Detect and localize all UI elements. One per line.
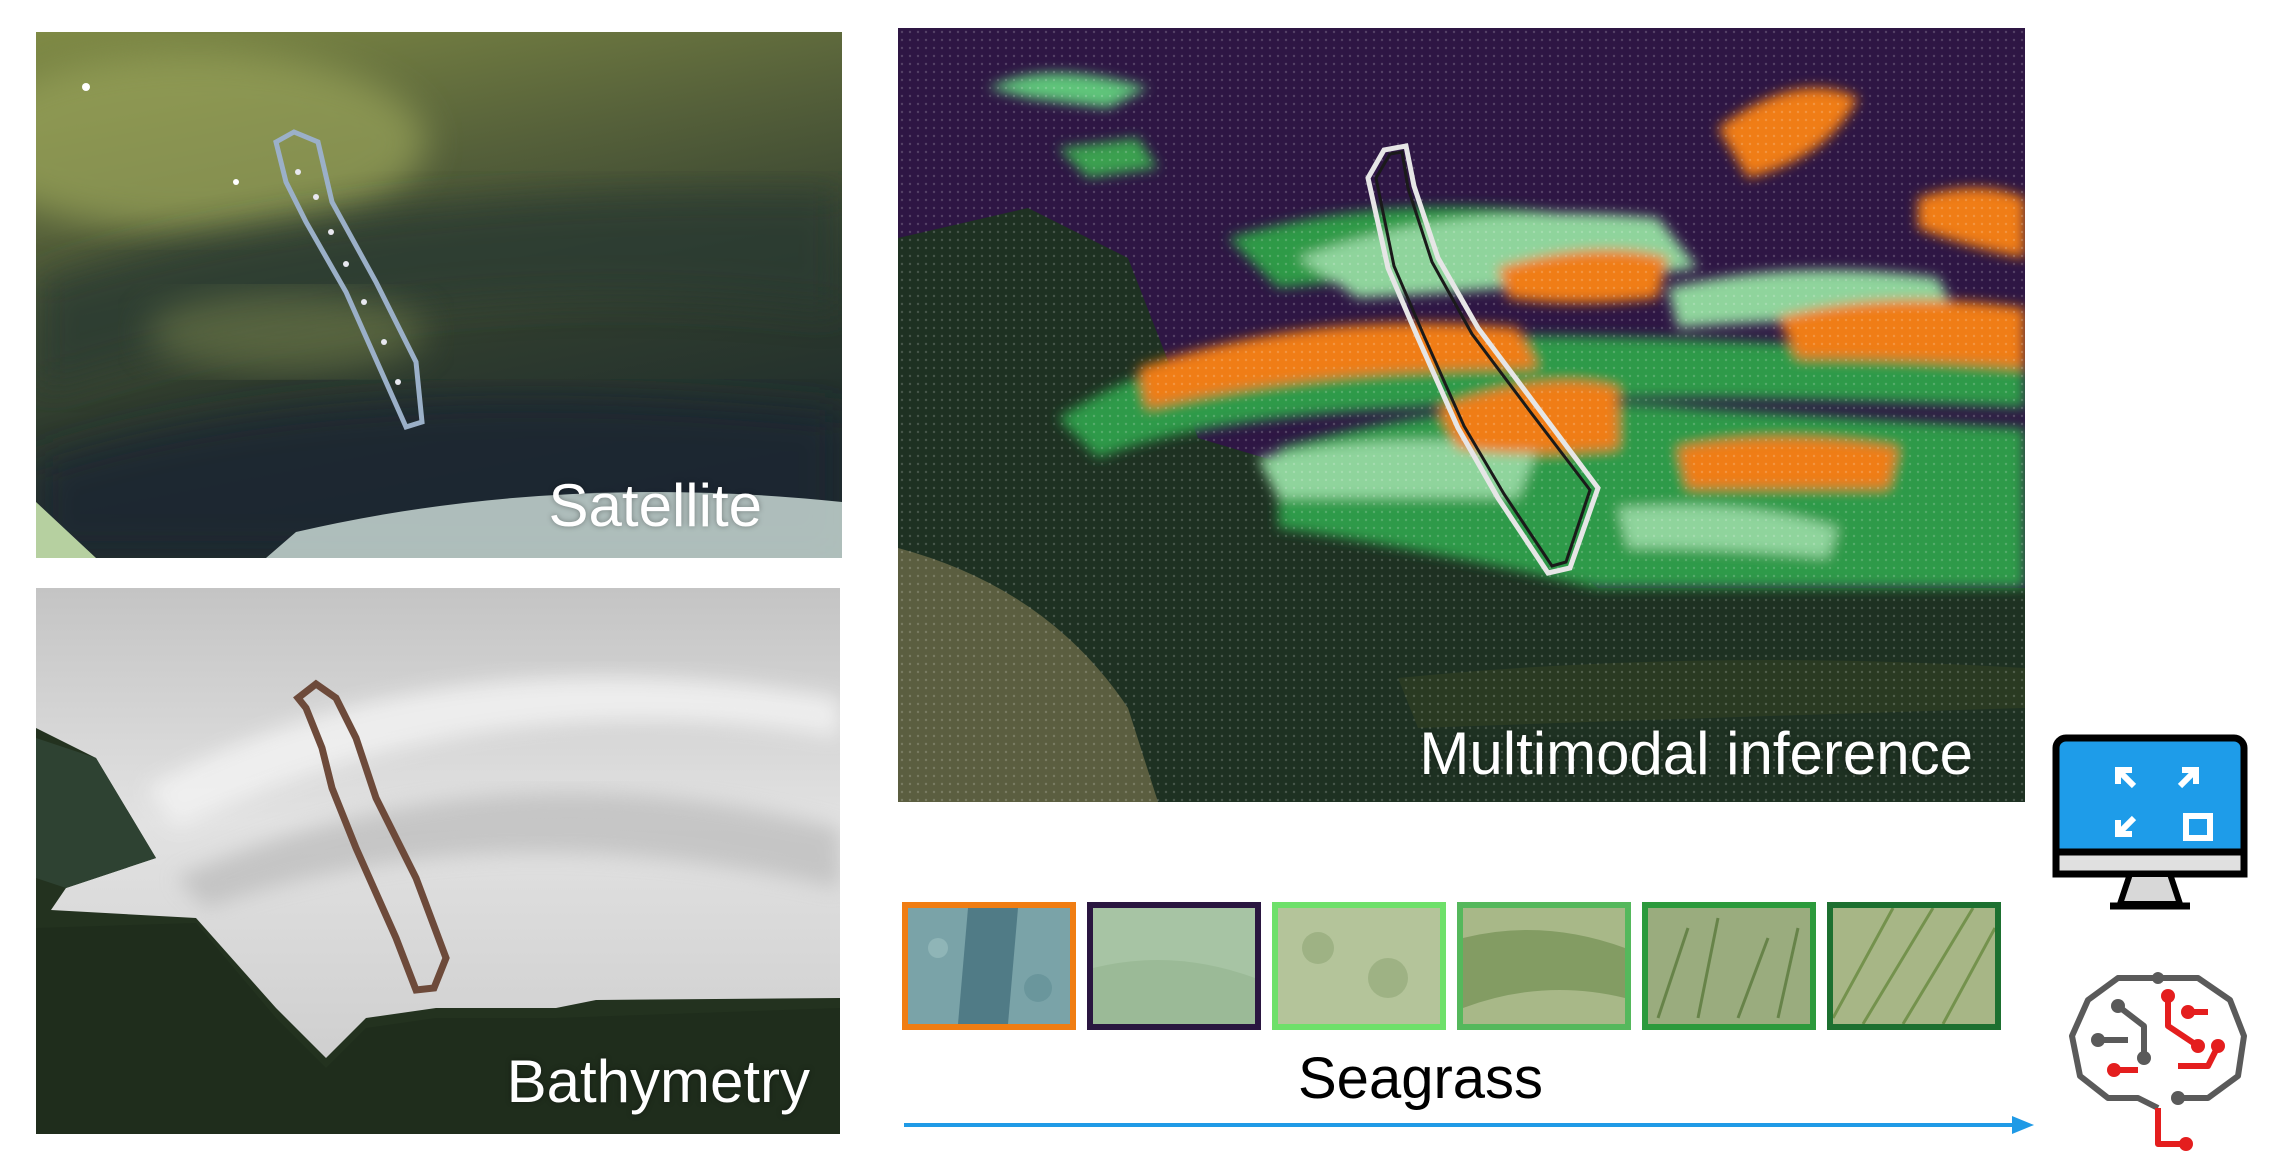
seagrass-sample-6-photo [1833,908,1995,1024]
bathymetry-panel: Bathymetry [36,588,840,1134]
bathymetry-image [36,588,840,1134]
inference-panel: Multimodal inference [898,28,2025,802]
seagrass-sample-6 [1827,902,2001,1030]
satellite-caption: Satellite [548,472,762,539]
seagrass-sample-3-photo [1278,908,1440,1024]
seagrass-sample-5 [1642,902,1816,1030]
seagrass-sample-2-photo [1093,908,1255,1024]
seagrass-label: Seagrass [1298,1046,1544,1111]
satellite-panel: Satellite [36,32,842,558]
seagrass-sample-2 [1087,902,1261,1030]
satellite-image [36,32,842,558]
inference-map [898,28,2025,802]
bathymetry-caption: Bathymetry [506,1048,810,1115]
brain-circuit-icon [2069,972,2247,1151]
seagrass-sample-1 [902,902,1076,1030]
seagrass-sample-4-photo [1463,908,1625,1024]
seagrass-density-arrow [904,1116,2034,1134]
seagrass-sample-3 [1272,902,1446,1030]
seagrass-sample-1-photo [908,908,1070,1024]
inference-caption: Multimodal inference [1419,720,1973,787]
seagrass-sample-5-photo [1648,908,1810,1024]
expand-monitor-icon [2052,734,2248,910]
seagrass-sample-4 [1457,902,1631,1030]
